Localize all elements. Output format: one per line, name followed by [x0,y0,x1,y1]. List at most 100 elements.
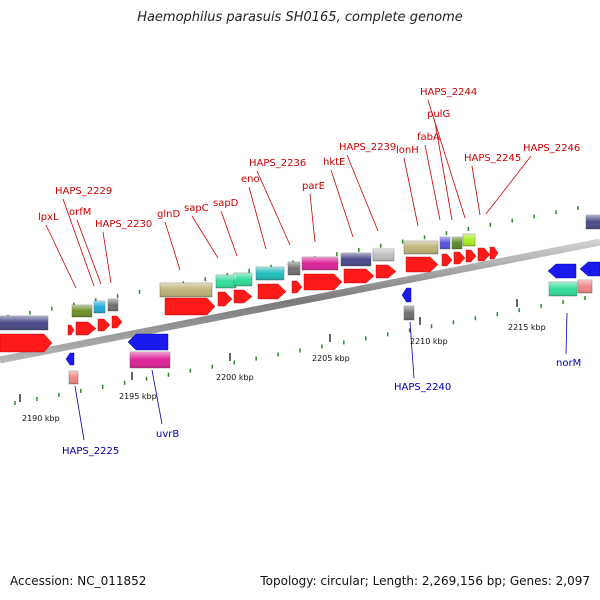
reverse-arrow [127,333,169,351]
forward-arrow [75,321,97,336]
forward-arrow [257,283,287,300]
reverse-arrow [579,261,600,277]
gene-label: sapC [184,203,209,214]
leader-line [485,155,532,215]
forward-arrow [233,289,253,304]
forward-arrow [217,291,233,307]
forward-arrow [405,256,439,273]
forward-arrow [477,247,491,262]
forward-arrow [375,264,397,279]
leader-line [409,321,415,379]
scale-label: 2210 kbp [410,337,448,346]
leader-line [164,221,181,271]
leader-line [220,210,238,257]
scale-label: 2195 kbp [119,392,157,401]
leader-line [45,224,77,289]
genome-backbone [0,238,600,364]
forward-arrow [453,251,466,265]
leader-line [256,170,291,246]
feature-track [0,214,600,385]
forward-arrow [67,324,75,336]
scale-label: 2190 kbp [22,414,60,423]
gene-labels: lpxL HAPS_2229 orfM HAPS_2230 glnD sapC sapD en… [38,87,581,457]
gene-block-shine [373,249,394,261]
gene-label: eno [241,174,260,185]
gene-label: HAPS_2225 [62,446,119,457]
forward-arrow [97,318,111,332]
leader-line [76,219,102,285]
gene-label: sapD [213,198,239,209]
gene-block-shine [72,305,92,317]
scale-label: 2205 kbp [312,354,350,363]
gene-label: HAPS_2239 [339,142,396,153]
gene-label: HAPS_2230 [95,219,152,230]
scale-labels: 2190 kbp 2195 kbp 2200 kbp 2205 kbp 2210 kbp… [22,323,546,423]
gene-block-shine [108,299,118,311]
map-title: Haemophilus parasuis SH0165, complete ge… [137,10,463,25]
leader-line [330,169,354,238]
leader-line [427,99,466,219]
gene-block-shine [440,237,450,249]
forward-arrow [291,280,303,294]
gene-block-shine [256,267,284,280]
gene-label: norM [556,358,581,369]
leader-line [102,231,112,284]
gene-label: HAPS_2229 [55,186,112,197]
forward-arrow [164,297,216,316]
gene-block-shine [288,262,300,275]
accession-text: Accession: NC_011852 [10,574,147,588]
reverse-arrow [547,263,577,279]
leader-line [346,154,379,232]
gene-block-shine [404,306,414,320]
forward-arrow [0,333,53,353]
leader-line [309,193,316,243]
gene-label: uvrB [156,429,179,440]
gene-block-shine [0,316,48,330]
gene-block-shine [549,282,577,296]
leader-line [424,144,441,221]
gene-block-shine [234,273,252,286]
leader-line [248,186,267,250]
gene-block-shine [94,301,105,313]
gene-block-shine [130,352,170,368]
leader-line [151,369,163,425]
reverse-arrow [401,287,412,303]
gene-block-shine [69,371,78,384]
leader-line [74,385,85,441]
gene-block-shine [578,280,592,293]
gene-label: HAPS_2244 [420,87,477,98]
gene-label: lonH [396,145,419,156]
forward-arrow [303,273,343,291]
gene-label: HAPS_2246 [523,143,580,154]
forward-arrow [489,246,499,260]
leader-line [403,157,419,227]
leader-line [565,312,568,355]
gene-label: HAPS_2245 [464,153,521,164]
gene-label: glnD [157,209,180,220]
gene-block-shine [404,241,438,254]
leader-line [434,121,453,221]
gene-label: lpxL [38,212,59,223]
leader-line [191,215,219,259]
reverse-arrow [65,352,75,366]
gene-block-shine [452,237,462,249]
gene-block-shine [341,253,371,266]
gene-label: HAPS_2236 [249,158,306,169]
label-leaders [45,99,568,441]
gene-label: HAPS_2240 [394,382,451,393]
gene-block-shine [160,283,212,297]
gene-label: pulG [427,109,450,120]
scale-label: 2215 kbp [508,323,546,332]
topology-text: Topology: circular; Length: 2,269,156 bp… [260,574,590,588]
gene-block-shine [216,275,236,288]
gene-label: parE [302,181,325,192]
forward-arrow [343,268,375,284]
gene-label: hktE [323,157,345,168]
forward-arrow [465,249,477,263]
gene-block-shine [463,234,475,246]
leader-line [62,198,95,287]
gene-label: orfM [69,207,91,218]
leader-line [471,165,481,216]
forward-arrow [441,253,453,267]
